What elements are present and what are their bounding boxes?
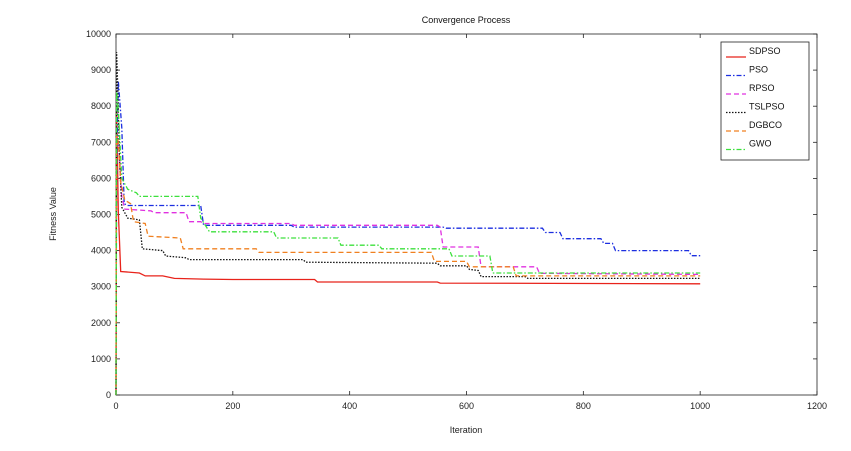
series-line-gwo bbox=[115, 91, 701, 396]
legend-label-tslpso: TSLPSO bbox=[749, 102, 785, 112]
legend-label-sdpso: SDPSO bbox=[749, 46, 781, 56]
y-tick-label: 1000 bbox=[91, 354, 111, 364]
y-tick-label: 9000 bbox=[91, 65, 111, 75]
y-tick-label: 10000 bbox=[86, 29, 111, 39]
y-tick-label: 5000 bbox=[91, 210, 111, 220]
x-tick-label: 1000 bbox=[690, 401, 710, 411]
legend-box bbox=[720, 41, 810, 161]
y-tick-label: 8000 bbox=[91, 101, 111, 111]
y-axis-label: Fitness Value bbox=[48, 187, 58, 241]
y-tick-label: 6000 bbox=[91, 173, 111, 183]
legend-label-rpso: RPSO bbox=[749, 83, 775, 93]
x-tick-label: 400 bbox=[342, 401, 357, 411]
x-axis-label: Iteration bbox=[450, 425, 483, 435]
x-tick-label: 800 bbox=[576, 401, 591, 411]
legend-label-dgbco: DGBCO bbox=[749, 120, 782, 130]
y-tick-label: 7000 bbox=[91, 137, 111, 147]
y-tick-label: 0 bbox=[106, 390, 111, 400]
x-tick-label: 1200 bbox=[807, 401, 827, 411]
series-line-pso bbox=[115, 80, 701, 396]
series-line-rpso bbox=[115, 140, 701, 396]
y-tick-label: 4000 bbox=[91, 246, 111, 256]
legend-label-pso: PSO bbox=[749, 65, 768, 75]
plot-frame bbox=[115, 33, 818, 396]
legend: SDPSO PSO RPSO TSLPSO DGBCO GWO bbox=[720, 41, 810, 161]
tick-labels: 0 200 400 600 800 1000 1200 0 1000 2000 3000 4000 50… bbox=[86, 29, 827, 411]
series-line-tslpso bbox=[115, 52, 701, 396]
legend-label-gwo: GWO bbox=[749, 139, 772, 149]
plot-area bbox=[115, 33, 818, 396]
x-tick-label: 600 bbox=[459, 401, 474, 411]
series-line-sdpso bbox=[115, 106, 701, 396]
y-tick-label: 2000 bbox=[91, 318, 111, 328]
series-layer bbox=[115, 52, 701, 396]
y-tick-label: 3000 bbox=[91, 282, 111, 292]
x-tick-label: 0 bbox=[113, 401, 118, 411]
chart-title: Convergence Process bbox=[422, 15, 511, 25]
x-tick-label: 200 bbox=[225, 401, 240, 411]
series-line-dgbco bbox=[115, 134, 701, 396]
